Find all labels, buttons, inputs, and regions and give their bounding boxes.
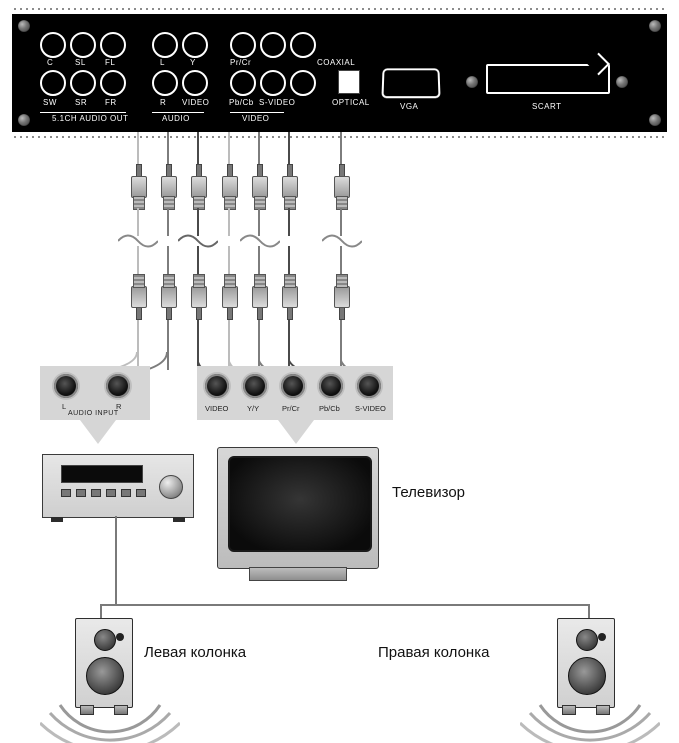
video-input-panel: VIDEO Y/Y Pr/Cr Pb/Cb S-VIDEO — [197, 366, 393, 420]
right-speaker-label: Правая колонка — [378, 644, 489, 661]
jack-sw — [40, 70, 66, 96]
lbl-fl: FL — [105, 58, 115, 67]
lbl-r: R — [160, 98, 166, 107]
jack-video-in — [205, 374, 229, 398]
jack-video — [182, 70, 208, 96]
vl4: Pb/Cb — [319, 404, 340, 413]
pointer-video — [278, 420, 314, 444]
jack-svideo-in — [357, 374, 381, 398]
rear-panel: C SL FL L Y Pr/Cr SW SR FR R VIDEO Pb/Cb… — [12, 8, 667, 138]
jack-y — [182, 32, 208, 58]
jack-blank3 — [290, 70, 316, 96]
optical-port — [338, 70, 360, 94]
amp-knob — [159, 475, 183, 499]
grp-audio: AUDIO — [162, 114, 190, 123]
jack-c — [40, 32, 66, 58]
jack-sl — [70, 32, 96, 58]
jack-r — [152, 70, 178, 96]
vl5: S-VIDEO — [355, 404, 386, 413]
amp-display — [61, 465, 143, 483]
jack-pbcb-in — [319, 374, 343, 398]
lbl-optical: OPTICAL — [332, 98, 370, 107]
jack-yy — [243, 374, 267, 398]
lbl-scart: SCART — [532, 102, 561, 111]
sound-waves-left — [40, 700, 180, 743]
jack-blank1 — [260, 32, 286, 58]
amp-buttons — [61, 489, 146, 497]
vl3: Pr/Cr — [282, 404, 300, 413]
jack-pbcb — [230, 70, 256, 96]
jack-prcr — [230, 32, 256, 58]
lbl-audio-l: L — [62, 402, 66, 411]
lbl-coax: COAXIAL — [317, 58, 355, 67]
audio-input-panel: L R AUDIO INPUT — [40, 366, 150, 420]
grp-video: VIDEO — [242, 114, 269, 123]
right-speaker — [557, 618, 615, 708]
lbl-y: Y — [190, 58, 196, 67]
jack-audio-r — [106, 374, 130, 398]
jack-fr — [100, 70, 126, 96]
tv-screen — [228, 456, 372, 552]
spk-wire — [100, 604, 590, 606]
lbl-fr: FR — [105, 98, 117, 107]
sound-waves-right — [520, 700, 660, 743]
scart-port — [486, 64, 610, 94]
jack-svideo — [260, 70, 286, 96]
screw-icon — [649, 114, 661, 126]
vga-port — [381, 68, 440, 98]
lbl-vga: VGA — [400, 102, 418, 111]
jack-sr — [70, 70, 96, 96]
lbl-prcr: Pr/Cr — [230, 58, 251, 67]
screw-icon — [18, 20, 30, 32]
lbl-sw: SW — [43, 98, 57, 107]
screw-icon — [466, 76, 478, 88]
grp-51: 5.1CH AUDIO OUT — [52, 114, 128, 123]
lbl-audio-title: AUDIO INPUT — [68, 410, 119, 417]
amplifier — [42, 454, 194, 518]
vl1: VIDEO — [205, 404, 228, 413]
lbl-c: C — [47, 58, 53, 67]
screw-icon — [616, 76, 628, 88]
tv-label: Телевизор — [392, 484, 465, 501]
lbl-video: VIDEO — [182, 98, 209, 107]
lbl-pbcb: Pb/Cb — [229, 98, 254, 107]
lbl-sl: SL — [75, 58, 86, 67]
spk-wire — [115, 516, 117, 606]
jack-audio-l — [54, 374, 78, 398]
left-speaker — [75, 618, 133, 708]
left-speaker-label: Левая колонка — [144, 644, 246, 661]
lbl-l: L — [160, 58, 165, 67]
lbl-svideo: S-VIDEO — [259, 98, 295, 107]
screw-icon — [18, 114, 30, 126]
lbl-sr: SR — [75, 98, 87, 107]
screw-icon — [649, 20, 661, 32]
pointer-audio — [80, 420, 116, 444]
jack-blank2 — [290, 32, 316, 58]
vl2: Y/Y — [247, 404, 259, 413]
jack-prcr-in — [281, 374, 305, 398]
jack-l — [152, 32, 178, 58]
television — [217, 447, 377, 582]
jack-fl — [100, 32, 126, 58]
